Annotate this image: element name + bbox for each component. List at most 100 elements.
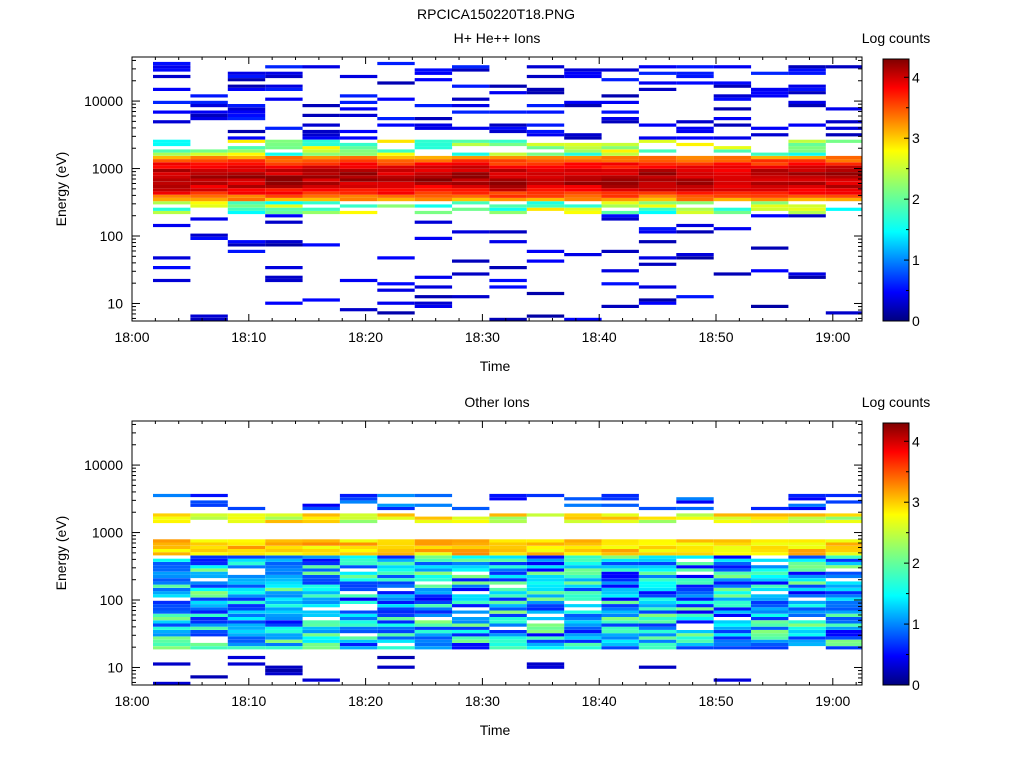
heatmap-cell (190, 516, 228, 520)
heatmap-cell (414, 620, 453, 624)
heatmap-cell (153, 210, 191, 215)
heatmap-cell (227, 539, 266, 543)
x-tick-label: 19:00 (815, 329, 850, 345)
heatmap-cell (489, 159, 527, 163)
heatmap-cell (526, 639, 565, 643)
heatmap-cell (676, 617, 714, 621)
heatmap-cell (638, 555, 677, 559)
heatmap-cell (227, 78, 266, 82)
heatmap-cell (302, 298, 340, 302)
heatmap-cell (339, 581, 378, 585)
heatmap-cell (302, 562, 340, 566)
heatmap-cell (713, 188, 752, 192)
heatmap-cell (676, 639, 714, 643)
heatmap-cell (227, 129, 266, 134)
heatmap-cell (825, 542, 862, 546)
heatmap-cell (377, 61, 415, 66)
heatmap-cell (676, 178, 714, 182)
heatmap-cell (526, 552, 565, 556)
heatmap-cell (601, 175, 639, 179)
heatmap-cell (638, 506, 677, 511)
heatmap-cell (751, 87, 789, 91)
heatmap-cell (564, 613, 602, 617)
heatmap-cell (190, 233, 228, 237)
heatmap-cell (414, 607, 453, 611)
heatmap-cell (377, 655, 415, 660)
heatmap-cell (713, 146, 752, 150)
heatmap-cell (638, 552, 677, 556)
heatmap-cell (788, 71, 826, 75)
heatmap-cell (377, 139, 415, 143)
heatmap-cell (153, 155, 191, 160)
heatmap-cell (153, 516, 191, 520)
heatmap-cell (526, 168, 565, 172)
heatmap-cell (564, 562, 602, 566)
heatmap-cell (601, 269, 639, 273)
heatmap-cell (377, 639, 415, 643)
heatmap-cell (638, 639, 677, 643)
heatmap-cell (713, 594, 752, 598)
heatmap-cell (190, 623, 228, 627)
heatmap-cell (489, 155, 527, 160)
heatmap-cell (825, 591, 862, 595)
heatmap-cell (676, 191, 714, 195)
heatmap-cell (676, 565, 714, 569)
heatmap-cell (638, 630, 677, 634)
heatmap-cell (713, 185, 752, 189)
heatmap-cell (414, 639, 453, 643)
heatmap-cell (339, 542, 378, 546)
heatmap-cell (825, 642, 862, 647)
heatmap-cell (751, 558, 789, 562)
heatmap-cell (452, 620, 490, 624)
heatmap-cell (676, 607, 714, 611)
heatmap-cell (489, 597, 527, 601)
heatmap-cell (377, 172, 415, 176)
heatmap-cell (339, 578, 378, 582)
heatmap-cell (153, 74, 191, 79)
heatmap-cell (265, 558, 303, 562)
heatmap-cell (564, 136, 602, 140)
heatmap-cell (227, 188, 266, 192)
heatmap-cell (302, 165, 340, 169)
heatmap-cell (676, 506, 714, 511)
heatmap-cell (265, 562, 303, 566)
panel-title: H+ He++ Ions (454, 30, 541, 46)
heatmap-cell (414, 562, 453, 566)
heatmap-cell (825, 513, 862, 517)
heatmap-cell (713, 552, 752, 556)
heatmap-cell (564, 175, 602, 179)
heatmap-cell (676, 198, 714, 202)
heatmap-cell (265, 597, 303, 601)
heatmap-cell (713, 597, 752, 601)
heatmap-cell (638, 620, 677, 624)
heatmap-cell (190, 565, 228, 569)
heatmap-cell (302, 623, 340, 627)
heatmap-cell (227, 506, 266, 511)
heatmap-cell (713, 117, 752, 121)
heatmap-cell (601, 162, 639, 166)
heatmap-cell (339, 100, 378, 104)
heatmap-cell (227, 633, 266, 637)
heatmap-cell (713, 155, 752, 160)
heatmap-cell (227, 74, 266, 79)
heatmap-cell (788, 636, 826, 640)
heatmap-cell (788, 275, 826, 279)
heatmap-cell (377, 117, 415, 121)
heatmap-cell (564, 185, 602, 189)
heatmap-cell (265, 555, 303, 559)
heatmap-cell (339, 165, 378, 169)
heatmap-cell (601, 155, 639, 160)
heatmap-cell (489, 126, 527, 130)
heatmap-cell (227, 630, 266, 634)
heatmap-cell (265, 626, 303, 630)
heatmap-cell (190, 597, 228, 601)
heatmap-cell (713, 574, 752, 579)
heatmap-cell (302, 162, 340, 166)
heatmap-cell (825, 65, 862, 69)
heatmap-cell (676, 610, 714, 614)
heatmap-cell (564, 610, 602, 614)
heatmap-cell (489, 188, 527, 192)
heatmap-cell (713, 620, 752, 624)
heatmap-cell (601, 646, 639, 650)
heatmap-cell (788, 549, 826, 553)
